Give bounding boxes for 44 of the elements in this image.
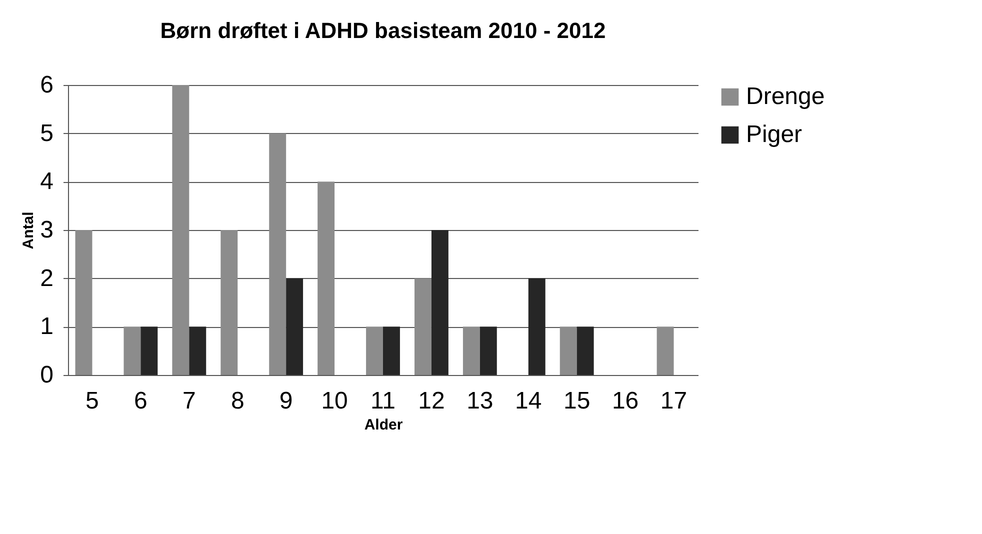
bar — [140, 326, 158, 375]
bar — [383, 326, 400, 375]
y-tick-label: 3 — [40, 216, 54, 244]
bar — [480, 326, 497, 375]
y-tick-label: 1 — [40, 313, 54, 340]
x-axis-title: Alder — [364, 416, 403, 434]
bar — [431, 230, 448, 375]
x-tick-label: 6 — [134, 388, 148, 414]
y-tick-label: 2 — [40, 264, 54, 292]
y-tick-label: 5 — [40, 120, 54, 147]
bar — [220, 230, 238, 375]
y-tick-label: 0 — [40, 362, 54, 388]
bar — [656, 326, 674, 375]
bar — [172, 85, 190, 375]
x-tick-label: 10 — [321, 388, 348, 414]
bar — [75, 230, 92, 375]
x-tick-label: 9 — [279, 388, 293, 414]
x-tick-label: 16 — [612, 388, 639, 414]
bar — [269, 133, 286, 375]
y-axis-title: Antal — [20, 212, 38, 250]
x-tick-label: 5 — [86, 388, 99, 414]
y-tick-label: 4 — [40, 168, 54, 196]
x-tick-label: 7 — [182, 388, 196, 414]
bar — [528, 278, 546, 375]
bar — [189, 326, 206, 375]
bar — [560, 326, 577, 375]
chart-title: Børn drøftet i ADHD basisteam 2010 - 2012 — [160, 18, 606, 43]
y-tick-label: 6 — [40, 72, 54, 98]
bar — [286, 278, 304, 375]
x-tick-label: 14 — [515, 388, 542, 414]
bar — [462, 326, 480, 375]
bar — [576, 326, 594, 375]
bar — [124, 326, 141, 375]
x-tick-label: 17 — [660, 388, 688, 414]
bar — [366, 326, 383, 375]
x-tick-label: 12 — [418, 388, 445, 414]
legend-label: Piger — [746, 121, 802, 148]
bar — [318, 182, 335, 375]
x-tick-label: 13 — [466, 388, 494, 414]
legend-label: Drenge — [746, 83, 825, 110]
bar — [414, 278, 432, 375]
x-tick-label: 8 — [230, 388, 244, 414]
x-tick-label: 11 — [370, 388, 396, 414]
x-tick-label: 15 — [563, 388, 590, 414]
